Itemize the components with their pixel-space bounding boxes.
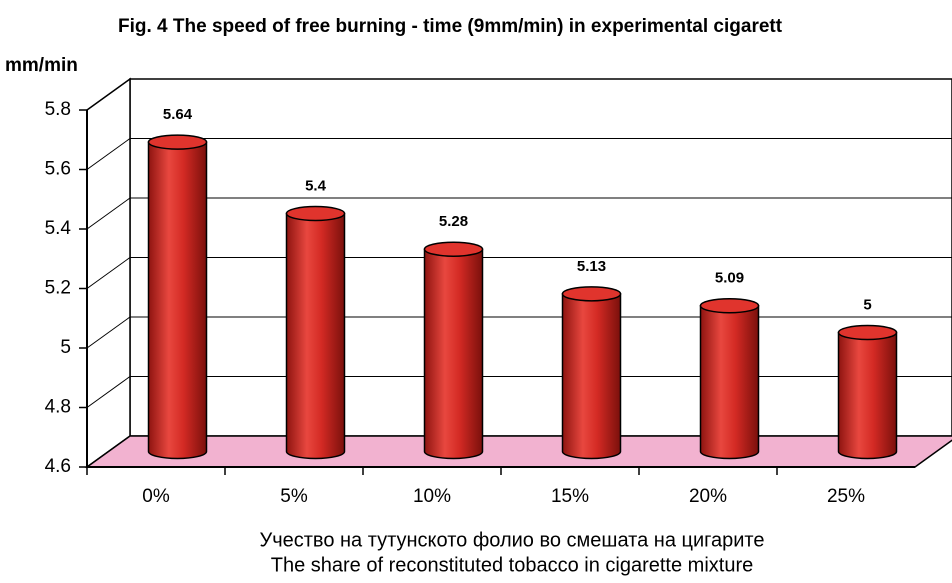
grid-line xyxy=(86,257,131,289)
chart-title: Fig. 4 The speed of free burning - time … xyxy=(118,16,783,37)
y-tick-label: 5.8 xyxy=(45,99,71,120)
bar xyxy=(837,331,898,460)
bar-top xyxy=(285,205,346,222)
bar-top xyxy=(699,297,760,314)
x-tick-label: 0% xyxy=(142,486,170,507)
bar xyxy=(423,248,484,460)
y-tick-label: 5.6 xyxy=(45,159,71,180)
bar xyxy=(561,293,622,460)
grid-line xyxy=(86,138,131,170)
bar xyxy=(147,141,208,460)
x-axis-label: The share of reconstituted tobacco in ci… xyxy=(271,554,753,576)
x-tick-label: 10% xyxy=(413,486,451,507)
x-tick-label: 15% xyxy=(551,486,589,507)
x-tick-label: 25% xyxy=(827,486,865,507)
bar-top xyxy=(837,324,898,341)
value-label: 5.28 xyxy=(439,213,468,230)
y-tick-label: 4.8 xyxy=(45,397,71,418)
bar xyxy=(699,304,760,460)
value-label: 5.4 xyxy=(305,177,327,194)
value-label: 5.13 xyxy=(577,258,606,275)
grid-line xyxy=(86,78,131,111)
x-tick-label: 5% xyxy=(280,486,308,507)
x-tick-label: 20% xyxy=(689,486,727,507)
y-tick-label: 4.6 xyxy=(45,456,71,477)
grid-line xyxy=(86,316,131,349)
y-tick-label: 5.2 xyxy=(45,278,71,299)
grid-line xyxy=(86,376,131,408)
x-axis-label: Учество на тутунското фолио во смешата н… xyxy=(260,529,765,551)
floor xyxy=(84,435,952,468)
value-label: 5 xyxy=(863,296,871,313)
bar xyxy=(285,212,346,460)
value-label: 5.09 xyxy=(715,270,744,287)
bar-top xyxy=(561,286,622,302)
grid-line xyxy=(86,197,131,230)
y-axis-label: mm/min xyxy=(5,55,78,76)
grid-line xyxy=(86,435,131,468)
y-tick-label: 5.4 xyxy=(45,218,72,239)
y-tick-label: 5 xyxy=(60,337,71,358)
value-label: 5.64 xyxy=(163,106,193,123)
bar-top xyxy=(423,241,484,257)
bar-top xyxy=(147,134,208,150)
